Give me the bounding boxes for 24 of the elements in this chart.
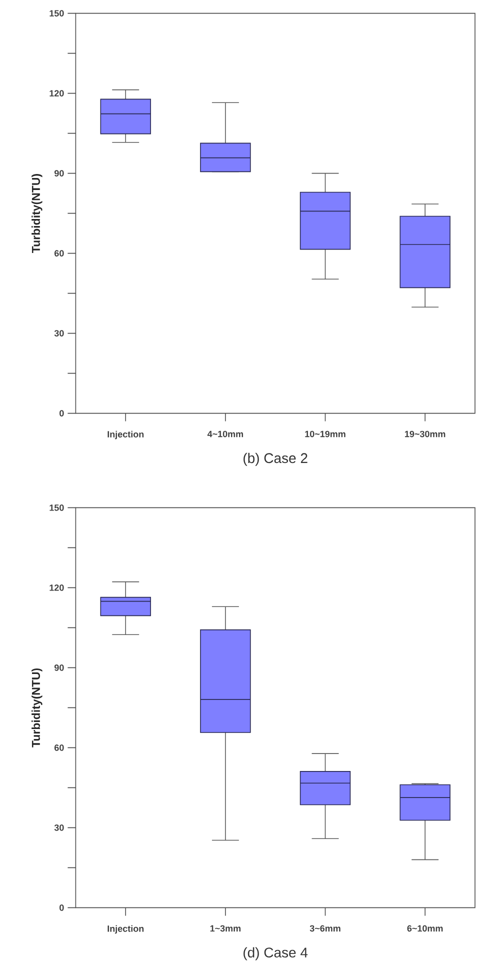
y-tick-label: 150 bbox=[50, 10, 64, 16]
x-tick-label: Injection bbox=[108, 430, 144, 440]
x-tick-label: 3~6mm bbox=[310, 925, 340, 932]
text: (d) Case 4 bbox=[244, 947, 308, 960]
y-tick-label: 90 bbox=[54, 664, 64, 671]
x-tick-label: Injection bbox=[108, 925, 144, 934]
y-tick-label: 120 bbox=[50, 90, 64, 96]
y-tick-label: 30 bbox=[54, 824, 64, 831]
y-tick-label: 0 bbox=[60, 410, 64, 416]
y-tick-label: 60 bbox=[54, 250, 64, 256]
y-tick-label: 90 bbox=[54, 170, 64, 176]
text: (b) Case 2 bbox=[244, 452, 308, 466]
y-tick-label: 150 bbox=[50, 504, 64, 511]
y-tick-label: 0 bbox=[60, 904, 64, 911]
y-tick-label: 30 bbox=[54, 330, 64, 336]
y-tick-label: 120 bbox=[50, 584, 64, 591]
x-tick-label: 19~30mm bbox=[405, 430, 446, 438]
y-axis-title: Turbidity(NTU) bbox=[32, 174, 42, 253]
y-tick-label: 60 bbox=[54, 744, 64, 751]
x-tick-label: 1~3mm bbox=[210, 925, 241, 932]
x-tick-label: 6~10mm bbox=[407, 925, 443, 932]
y-axis-title: Turbidity(NTU) bbox=[32, 668, 42, 748]
x-tick-label: 4~10mm bbox=[207, 430, 244, 438]
x-tick-label: 10~19mm bbox=[305, 430, 346, 438]
